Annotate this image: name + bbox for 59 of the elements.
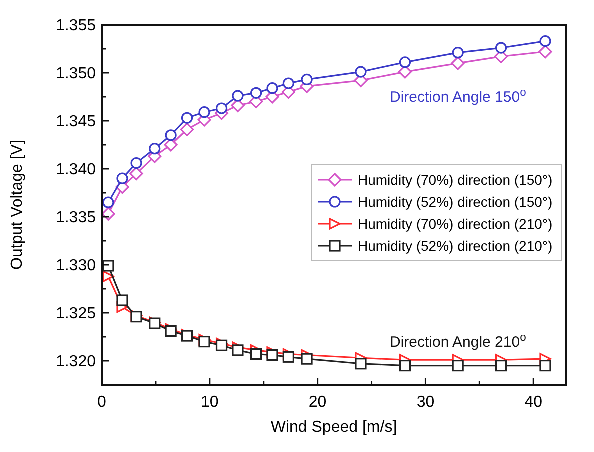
legend-label: Humidity (52%) direction (210°)	[358, 238, 553, 254]
point	[355, 358, 367, 370]
point	[355, 66, 367, 78]
point	[165, 130, 177, 142]
point	[452, 47, 464, 59]
point	[495, 360, 508, 372]
point	[198, 336, 210, 348]
point	[399, 360, 412, 372]
x-tick-label: 20	[308, 394, 327, 411]
y-tick-label: 1.340	[56, 162, 96, 179]
point	[102, 270, 114, 282]
y-tick-label: 1.320	[56, 354, 96, 371]
point	[116, 172, 128, 184]
point	[130, 167, 144, 181]
y-tick-label: 1.325	[56, 306, 96, 323]
point	[102, 260, 114, 272]
point	[451, 56, 465, 70]
x-tick-label: 0	[98, 394, 107, 411]
point	[232, 90, 244, 102]
point	[216, 102, 228, 114]
y-tick-label: 1.335	[56, 210, 96, 227]
annotation: Direction Angle 150$^{o}$	[390, 87, 526, 106]
point	[116, 294, 128, 306]
point	[540, 360, 552, 372]
y-axis-title: Output Voltage [V]	[9, 140, 26, 270]
point	[540, 36, 552, 48]
point	[538, 45, 552, 59]
x-tick-label: 40	[524, 394, 543, 411]
legend-label: Humidity (52%) direction (150°)	[358, 194, 553, 210]
point	[266, 349, 278, 362]
x-tick-label: 10	[201, 394, 219, 411]
point	[282, 78, 294, 90]
point	[102, 207, 116, 221]
x-axis-title: Wind Speed [m/s]	[270, 419, 398, 436]
x-tick-label: 30	[416, 394, 435, 411]
point	[149, 143, 161, 155]
point	[250, 348, 262, 360]
y-tick-label: 1.355	[56, 18, 96, 35]
point	[180, 122, 194, 136]
y-tick-label: 1.350	[56, 66, 96, 83]
point	[282, 351, 294, 363]
point	[102, 196, 114, 208]
annotation: Direction Angle 210$^{o}$	[390, 332, 526, 351]
y-tick-label: 1.330	[56, 258, 96, 275]
point	[216, 340, 228, 352]
point	[399, 56, 412, 68]
point	[266, 82, 278, 94]
point	[301, 74, 313, 86]
point	[198, 106, 210, 118]
point	[232, 344, 244, 356]
legend-label: Humidity (70%) direction (150°)	[358, 172, 553, 188]
y-tick-label: 1.345	[56, 114, 96, 131]
point	[130, 157, 142, 170]
point	[250, 87, 262, 99]
legend-label: Humidity (70%) direction (210°)	[358, 216, 553, 232]
point	[452, 360, 464, 372]
point	[181, 112, 194, 124]
point	[301, 353, 313, 365]
point	[495, 42, 508, 54]
